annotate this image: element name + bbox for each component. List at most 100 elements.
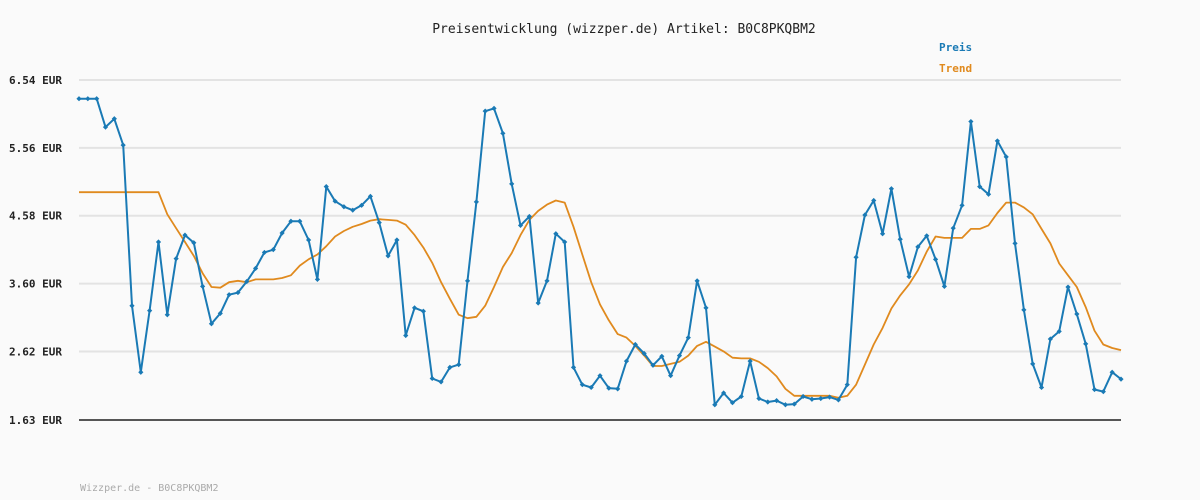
data-point-marker — [94, 96, 100, 102]
data-point-marker — [1109, 369, 1115, 375]
data-point-marker — [994, 138, 1000, 144]
data-point-marker — [606, 385, 612, 391]
data-point-marker — [85, 96, 91, 102]
data-point-marker — [420, 308, 426, 314]
data-point-marker — [897, 236, 903, 242]
y-tick-label: 5.56 EUR — [9, 142, 62, 155]
data-point-marker — [888, 186, 895, 192]
data-point-marker — [129, 303, 135, 309]
data-point-marker — [721, 390, 727, 396]
data-point-marker — [394, 237, 400, 243]
y-tick-label: 6.54 EUR — [9, 74, 62, 87]
data-point-marker — [588, 384, 594, 391]
data-point-marker — [1038, 384, 1045, 391]
data-point-marker — [818, 395, 824, 402]
data-point-marker — [615, 386, 621, 392]
data-point-marker — [332, 198, 338, 204]
data-point-marker — [1021, 307, 1027, 313]
data-point-marker — [182, 232, 188, 238]
data-point-marker — [1074, 311, 1080, 317]
data-point-marker — [738, 393, 744, 400]
data-point-marker — [226, 292, 232, 298]
data-point-marker — [191, 240, 197, 246]
data-point-marker — [562, 239, 568, 245]
data-point-marker — [270, 247, 276, 253]
data-point-marker — [491, 105, 497, 111]
data-point-marker — [950, 225, 956, 231]
data-point-marker — [694, 278, 700, 284]
data-point-marker — [553, 231, 559, 237]
legend-trend: Trend — [939, 62, 972, 75]
data-point-marker — [871, 197, 877, 204]
data-point-marker — [447, 364, 453, 370]
series-line-trend — [79, 191, 1122, 399]
data-point-marker — [1091, 386, 1098, 393]
data-point-marker — [747, 358, 753, 364]
data-point-marker — [791, 401, 797, 407]
data-point-marker — [500, 130, 506, 136]
chart-title: Preisentwicklung (wizzper.de) Artikel: B… — [432, 22, 816, 37]
chart-footer: Wizzper.de - B0C8PKQBM2 — [80, 483, 218, 494]
data-point-marker — [358, 202, 365, 208]
data-point-marker — [517, 222, 524, 229]
data-point-marker — [977, 184, 983, 190]
data-point-marker — [809, 396, 815, 402]
data-point-marker — [367, 193, 374, 199]
data-point-marker — [350, 207, 356, 213]
data-point-marker — [535, 300, 541, 306]
data-point-marker — [76, 96, 82, 102]
data-point-marker — [1056, 328, 1062, 334]
data-point-marker — [650, 362, 656, 368]
data-point-marker — [659, 353, 665, 359]
data-point-marker — [253, 265, 259, 271]
data-point-marker — [782, 402, 789, 408]
data-point-marker — [1083, 341, 1089, 347]
data-point-marker — [941, 283, 947, 289]
y-tick-label: 2.62 EUR — [9, 345, 62, 358]
data-point-marker — [632, 341, 638, 348]
data-point-marker — [844, 382, 850, 388]
data-point-marker — [703, 305, 709, 311]
grid-lines — [79, 79, 1121, 353]
data-point-marker — [729, 400, 736, 406]
data-point-marker — [288, 218, 294, 224]
data-point-marker — [314, 276, 321, 283]
data-point-marker — [120, 142, 126, 148]
data-point-marker — [756, 395, 762, 402]
data-point-marker — [456, 362, 462, 368]
data-point-marker — [879, 231, 886, 237]
data-point-marker — [623, 358, 630, 364]
data-point-marker — [924, 233, 930, 239]
data-point-marker — [147, 307, 153, 314]
data-point-marker — [570, 364, 577, 370]
data-point-marker — [297, 218, 303, 224]
data-point-marker — [305, 237, 312, 243]
data-point-marker — [509, 181, 515, 187]
y-tick-label: 3.60 EUR — [9, 278, 62, 291]
data-point-marker — [985, 191, 992, 197]
data-point-marker — [668, 373, 674, 379]
data-point-marker — [1065, 284, 1071, 290]
data-point-marker — [1003, 154, 1009, 160]
data-point-marker — [376, 220, 382, 226]
y-tick-label: 4.58 EUR — [9, 210, 62, 223]
series-line-preis — [79, 97, 1122, 406]
data-point-marker — [464, 278, 471, 284]
data-point-marker — [641, 350, 647, 357]
data-point-marker — [765, 399, 771, 405]
data-point-marker — [323, 184, 329, 190]
data-point-marker — [774, 398, 780, 404]
data-point-marker — [685, 334, 691, 341]
data-point-marker — [862, 212, 868, 218]
data-point-marker — [102, 124, 109, 130]
data-point-marker — [579, 382, 585, 388]
data-point-marker — [932, 256, 939, 262]
data-point-marker — [411, 305, 418, 311]
data-point-marker — [164, 312, 170, 318]
data-point-marker — [261, 249, 268, 256]
data-point-marker — [473, 199, 479, 205]
data-point-marker — [544, 278, 550, 284]
data-point-marker — [385, 253, 391, 259]
data-point-marker — [438, 379, 444, 385]
